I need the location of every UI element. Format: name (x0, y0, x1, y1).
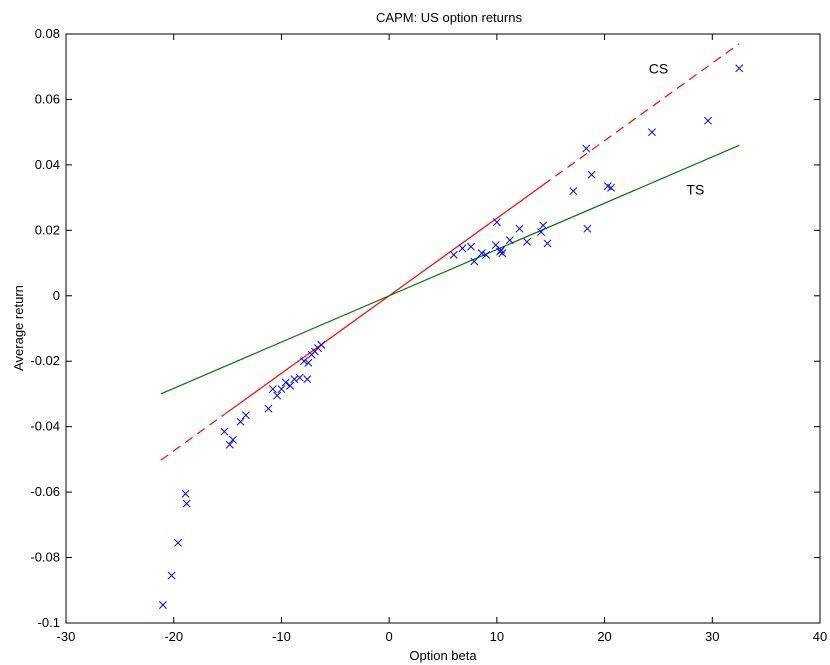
x-tick-label: 10 (490, 629, 504, 644)
data-point (304, 358, 313, 367)
data-point (704, 116, 712, 125)
data-point (537, 228, 545, 236)
plot-area (65, 33, 821, 624)
data-point (607, 183, 615, 192)
data-point (182, 499, 191, 508)
data-point (174, 538, 182, 547)
data-point (569, 187, 578, 196)
y-tick-label: 0.02 (35, 222, 60, 237)
data-point (583, 224, 592, 233)
y-tick-label: 0.08 (35, 26, 60, 41)
data-point (515, 224, 524, 233)
y-tick-label: -0.04 (30, 419, 60, 434)
data-point (543, 239, 552, 248)
data-point (492, 218, 501, 227)
data-point (470, 257, 479, 266)
x-tick-label: 20 (597, 629, 611, 644)
data-point (303, 375, 312, 384)
data-point (229, 435, 237, 444)
x-tick-label: 30 (705, 629, 719, 644)
data-point (467, 242, 475, 251)
x-tick-label: -20 (164, 629, 183, 644)
data-point (477, 249, 486, 258)
data-point (482, 250, 491, 259)
y-tick-label: 0.04 (35, 157, 60, 172)
data-points (158, 64, 744, 609)
y-tick-label: 0.06 (35, 91, 60, 106)
axis-ticks: -30 -20 -10 0 10 20 30 40 -0.1 -0.08 -0.06 -0.04 -0.… (30, 26, 827, 644)
data-point (539, 221, 548, 230)
cs-line-dashed (542, 43, 740, 186)
data-point (449, 250, 458, 259)
annotations: CS TS (649, 60, 705, 197)
data-point (648, 128, 656, 137)
data-point (225, 440, 234, 449)
x-tick-label: -10 (272, 629, 291, 644)
data-point (273, 391, 282, 400)
data-point (587, 170, 596, 179)
y-tick-label: -0.06 (30, 484, 60, 499)
data-point (735, 64, 744, 73)
annotation-ts: TS (686, 181, 704, 197)
x-axis-label: Option beta (409, 648, 477, 663)
regression-lines (160, 43, 740, 461)
x-tick-label: 0 (386, 629, 393, 644)
ts-line (160, 144, 740, 395)
data-point (286, 381, 294, 390)
data-point (458, 244, 467, 253)
data-point (277, 385, 286, 393)
data-point (498, 249, 507, 258)
cs-line (223, 184, 544, 415)
data-point (582, 144, 591, 153)
data-point (268, 385, 277, 393)
cs-line-dashed (160, 413, 225, 461)
data-point (241, 411, 250, 420)
data-point (167, 571, 176, 580)
chart-title: CAPM: US option returns (376, 10, 522, 25)
data-point (158, 601, 167, 609)
annotation-cs: CS (649, 60, 668, 76)
y-tick-label: 0 (53, 288, 60, 303)
data-point (220, 427, 229, 436)
data-point (317, 340, 326, 349)
data-point (181, 489, 190, 498)
data-point (523, 237, 531, 246)
data-point (236, 417, 245, 426)
data-point (300, 357, 309, 366)
x-tick-label: 40 (813, 629, 827, 644)
data-point (505, 236, 514, 245)
y-tick-label: -0.02 (30, 353, 60, 368)
data-point (264, 404, 273, 413)
y-tick-label: -0.08 (30, 550, 60, 565)
y-axis-label: Average return (11, 285, 26, 371)
data-point (281, 378, 290, 387)
x-tick-label: -30 (57, 629, 76, 644)
data-point (295, 373, 304, 382)
data-point (290, 375, 299, 384)
y-tick-label: -0.1 (38, 615, 60, 630)
